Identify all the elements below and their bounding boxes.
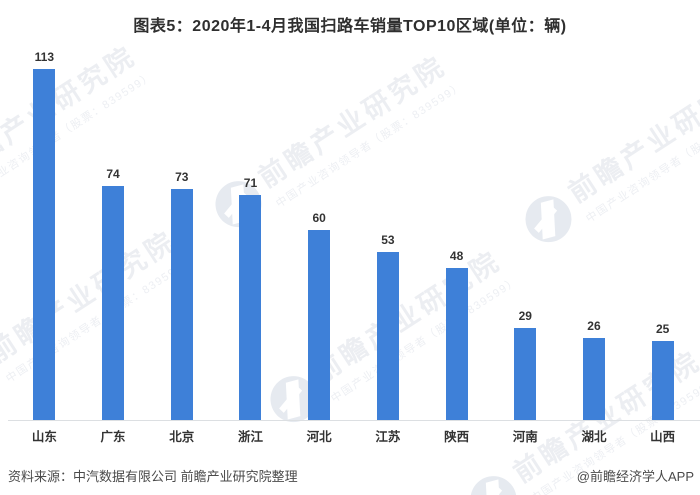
bar-value-label: 60 [312, 210, 326, 225]
x-axis-label: 北京 [169, 430, 195, 444]
bar [376, 252, 399, 420]
bar [170, 188, 193, 420]
bar-group: 48 [422, 50, 491, 420]
source-note: 资料来源：中汽数据有限公司 前瞻产业研究院整理 [8, 469, 298, 484]
bar [308, 229, 331, 420]
x-axis-labels: 山东 广东 北京 浙江 河北 江苏 陕西 河南 湖北 山西 [10, 426, 697, 445]
bar [239, 195, 262, 420]
bar-group: 25 [628, 50, 697, 420]
bar-value-label: 113 [34, 50, 55, 64]
bar [582, 337, 605, 420]
bar-group: 60 [285, 50, 354, 420]
bar-value-label: 26 [587, 318, 601, 333]
bar [445, 267, 468, 420]
x-axis-label: 广东 [100, 430, 126, 444]
bar [33, 69, 56, 420]
bar-group: 113 [10, 50, 79, 420]
x-axis-label: 山西 [650, 430, 676, 444]
x-axis-label: 河南 [512, 430, 538, 444]
bar-group: 29 [491, 50, 560, 420]
app-credit: @前瞻经济学人APP [576, 469, 694, 484]
bar [102, 185, 125, 420]
bar [651, 340, 674, 420]
x-axis-label: 湖北 [581, 430, 607, 444]
bar-group: 71 [216, 50, 285, 420]
x-axis-label: 山东 [31, 430, 57, 444]
bar-group: 74 [79, 50, 148, 420]
bar-group: 73 [147, 50, 216, 420]
bar-plot: 113 74 73 71 60 53 48 29 26 25 [10, 50, 697, 420]
bar-group: 26 [560, 50, 629, 420]
bar-value-label: 48 [449, 248, 464, 263]
x-axis-label: 浙江 [237, 430, 263, 444]
bar-value-label: 53 [381, 233, 395, 248]
bar-group: 53 [354, 50, 423, 420]
bar-value-label: 74 [106, 166, 120, 181]
bar-value-label: 73 [175, 169, 189, 184]
bar-value-label: 71 [243, 176, 258, 191]
bar [514, 328, 537, 420]
x-axis-label: 江苏 [375, 430, 401, 444]
x-axis-label: 陕西 [444, 430, 470, 444]
x-axis-label: 河北 [306, 430, 332, 444]
bar-value-label: 29 [518, 309, 532, 324]
footer: 资料来源：中汽数据有限公司 前瞻产业研究院整理 @前瞻经济学人APP [8, 466, 694, 485]
bar-value-label: 25 [656, 321, 670, 336]
chart-title: 图表5：2020年1-4月我国扫路车销量TOP10区域(单位：辆) [133, 18, 567, 35]
x-axis-line [8, 420, 700, 421]
